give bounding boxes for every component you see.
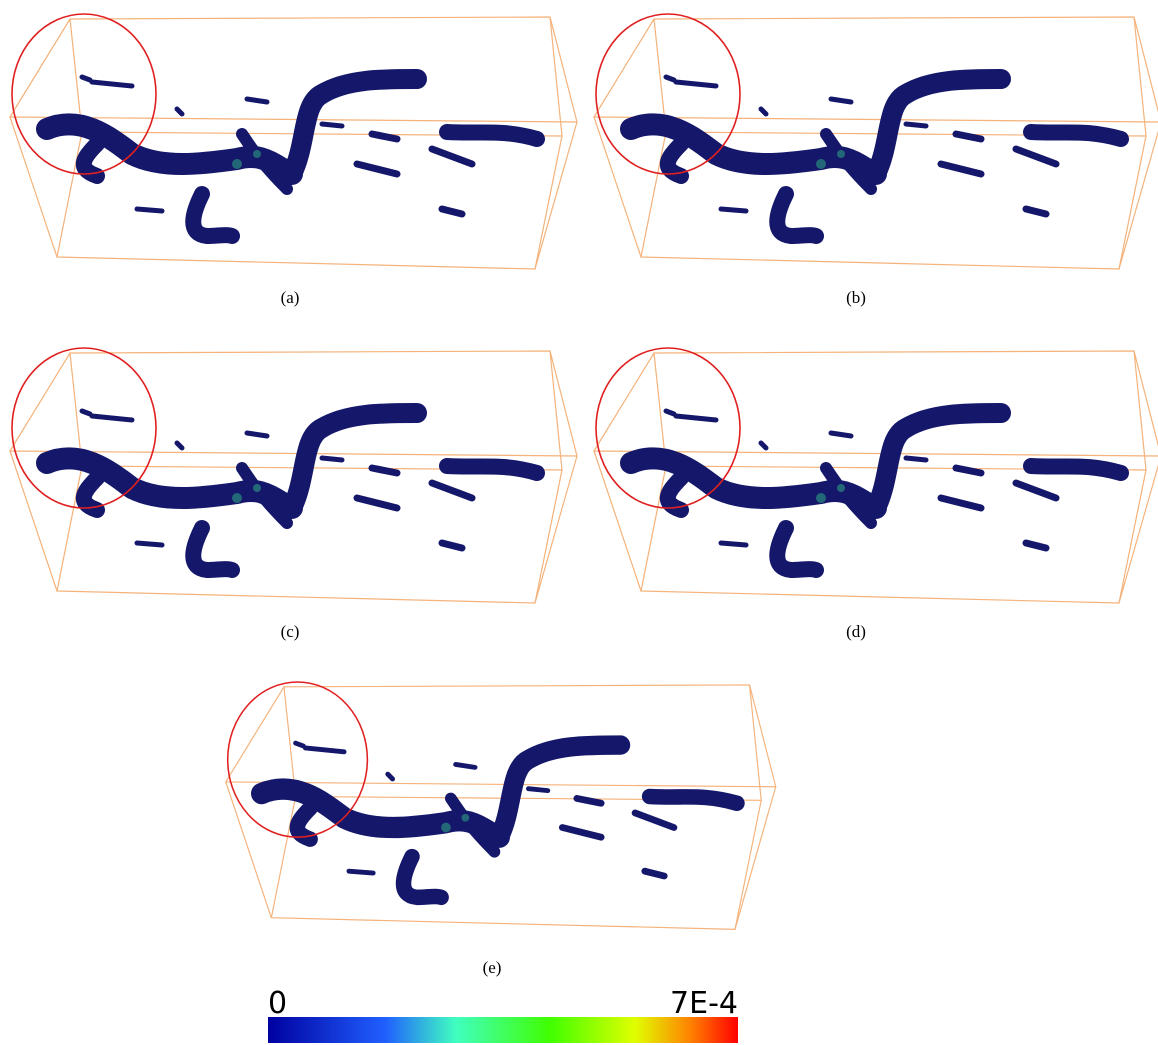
panel-d <box>594 348 1158 603</box>
panel-b <box>594 14 1158 269</box>
panel-a <box>10 14 577 269</box>
colorbar <box>268 1017 738 1043</box>
caption: (c) <box>281 622 300 641</box>
caption: (d) <box>846 622 866 641</box>
panel-e <box>226 682 776 929</box>
colorbar-min-label: 0 <box>268 986 287 1021</box>
figure: (a) (b) (c) (d) (e) 0 7E-4 <box>0 0 1158 1045</box>
panel-c <box>10 348 577 603</box>
colorbar-max-label: 7E-4 <box>670 986 738 1021</box>
caption: (b) <box>846 288 866 307</box>
caption: (a) <box>281 288 300 307</box>
caption: (e) <box>483 958 502 977</box>
